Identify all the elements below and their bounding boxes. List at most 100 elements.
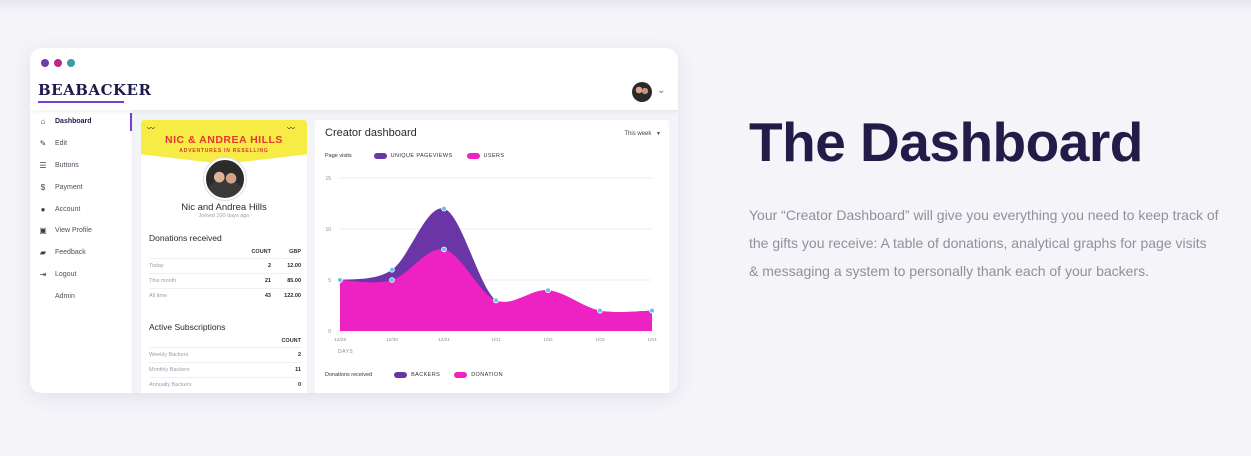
sidebar-item-admin[interactable]: Admin <box>30 285 132 307</box>
legend-swatch-donation <box>454 372 468 378</box>
sidebar-list: ⌂ Dashboard ✎ Edit ☰ Buttons $ Payment ● Account ▣… <box>30 111 132 307</box>
home-icon: ⌂ <box>40 117 46 127</box>
logout-icon: ⇥ <box>39 269 47 279</box>
subscriptions-table: COUNT Weekly Backers 2 Monthly Backers 1… <box>149 335 301 392</box>
chevron-down-icon[interactable]: ⌄ <box>657 85 666 96</box>
data-point <box>441 205 447 212</box>
data-point <box>649 307 655 314</box>
table-row: Annually Backers 0 <box>149 377 301 392</box>
main-content: 〰 〰 NIC & ANDREA HILLS ADVENTURES IN RES… <box>133 110 678 393</box>
row-count: 2 <box>271 347 301 363</box>
sidebar-item-label: Admin <box>55 292 75 300</box>
user-icon: ● <box>40 204 46 214</box>
row-count: 43 <box>241 288 271 303</box>
sidebar-item-dashboard[interactable]: ⌂ Dashboard <box>30 111 132 133</box>
id-card-icon: ▣ <box>39 226 47 236</box>
message-icon: ▰ <box>39 248 47 258</box>
profile-banner <box>141 120 307 164</box>
subscriptions-title: Active Subscriptions <box>149 322 226 332</box>
sidebar-item-account[interactable]: ● Account <box>30 198 132 220</box>
row-label: All time <box>149 288 241 303</box>
app-header: BEABACKER ⌄ <box>30 74 678 110</box>
area-users <box>340 249 652 331</box>
window-dot-3 <box>67 59 75 67</box>
sidebar-item-label: Edit <box>55 140 68 148</box>
section-description: Your “Creator Dashboard” will give you e… <box>749 207 1219 279</box>
row-label: Annually Backers <box>149 377 271 392</box>
x-tick-label: 1/02 <box>543 337 553 343</box>
data-point <box>441 246 447 253</box>
donations-header-count: COUNT <box>251 249 271 255</box>
sidebar-item-label: View Profile <box>55 227 92 235</box>
donations-header-gbp: GBP <box>289 249 301 255</box>
sidebar-item-view-profile[interactable]: ▣ View Profile <box>30 220 132 242</box>
row-label: Today <box>149 258 241 274</box>
pencil-icon: ✎ <box>39 139 47 149</box>
sidebar-item-payment[interactable]: $ Payment <box>30 176 132 198</box>
legend-swatch-users <box>466 153 480 159</box>
donations-table: COUNT GBP Today 2 12.00 This month 21 85… <box>149 246 301 303</box>
squiggle-left-icon: 〰 <box>147 124 155 133</box>
x-tick-label: 1/04 <box>647 337 657 343</box>
sidebar-item-label: Logout <box>55 270 77 278</box>
table-row: All time 43 122.00 <box>149 288 301 303</box>
y-tick-label: 15 <box>325 176 331 182</box>
profile-joined: Joined 100 days ago <box>198 213 250 219</box>
legend-backers: BACKERS <box>411 372 441 378</box>
row-count: 11 <box>271 362 301 378</box>
window-dot-2 <box>54 59 62 67</box>
y-tick-label: 0 <box>328 329 331 335</box>
sidebar: ⌂ Dashboard ✎ Edit ☰ Buttons $ Payment ● Account ▣… <box>30 110 133 393</box>
row-gbp: 122.00 <box>271 288 301 303</box>
data-point <box>389 267 395 273</box>
dollar-icon: $ <box>40 182 46 192</box>
sidebar-item-logout[interactable]: ⇥ Logout <box>30 264 132 286</box>
page-top-shadow <box>0 0 1251 14</box>
sidebar-item-label: Buttons <box>55 161 79 169</box>
data-point <box>597 307 603 314</box>
row-gbp: 12.00 <box>271 258 301 274</box>
x-tick-label: 12/30 <box>386 337 398 343</box>
donations-received-label: Donations received <box>325 372 373 378</box>
data-point <box>493 297 499 304</box>
data-point <box>545 287 551 293</box>
x-tick-label: 12/31 <box>438 337 450 343</box>
table-row: This month 21 85.00 <box>149 273 301 289</box>
table-row: Weekly Backers 2 <box>149 347 301 363</box>
sidebar-item-label: Payment <box>55 183 83 191</box>
subscriptions-header-count: COUNT <box>281 338 301 344</box>
legend-donation: DONATION <box>471 372 504 378</box>
page-visits-chart: 0 5 10 15 12/29 12/30 12/31 1/01 1/02 1/03 1/04 DAY… <box>325 176 657 355</box>
row-label: Weekly Backers <box>149 347 271 363</box>
legend-swatch-pageviews <box>373 153 387 159</box>
row-count: 2 <box>241 258 271 274</box>
profile-avatar <box>204 158 246 200</box>
sidebar-item-edit[interactable]: ✎ Edit <box>30 133 132 155</box>
x-tick-label: 1/03 <box>595 337 605 343</box>
x-tick-label: 12/29 <box>334 337 346 343</box>
row-label: This month <box>149 273 241 289</box>
brand-logo[interactable]: BEABACKER <box>38 81 152 99</box>
list-icon: ☰ <box>39 160 47 170</box>
row-count: 21 <box>241 273 271 289</box>
creator-dashboard-card: Creator dashboard This week ▼ Page visit… <box>315 120 669 393</box>
y-tick-label: 10 <box>325 227 331 233</box>
profile-name: Nic and Andrea Hills <box>181 202 267 213</box>
squiggle-right-icon: 〰 <box>287 124 295 133</box>
legend-users: USERS <box>483 153 505 159</box>
user-avatar[interactable] <box>632 82 652 102</box>
table-row: Monthly Backers 11 <box>149 362 301 378</box>
legend-swatch-backers <box>394 372 408 378</box>
row-gbp: 85.00 <box>271 273 301 289</box>
sidebar-item-label: Dashboard <box>55 118 92 126</box>
period-select-value: This week <box>624 131 652 137</box>
page-visits-label: Page visits <box>325 153 352 159</box>
banner-subtitle: ADVENTURES IN RESELLING <box>179 148 269 154</box>
banner-title: NIC & ANDREA HILLS <box>165 134 283 146</box>
sidebar-item-buttons[interactable]: ☰ Buttons <box>30 155 132 177</box>
donations-title: Donations received <box>149 233 222 243</box>
sidebar-item-feedback[interactable]: ▰ Feedback <box>30 242 132 264</box>
row-label: Monthly Backers <box>149 362 271 378</box>
data-point <box>337 277 343 283</box>
period-select[interactable]: This week ▼ <box>624 131 661 137</box>
